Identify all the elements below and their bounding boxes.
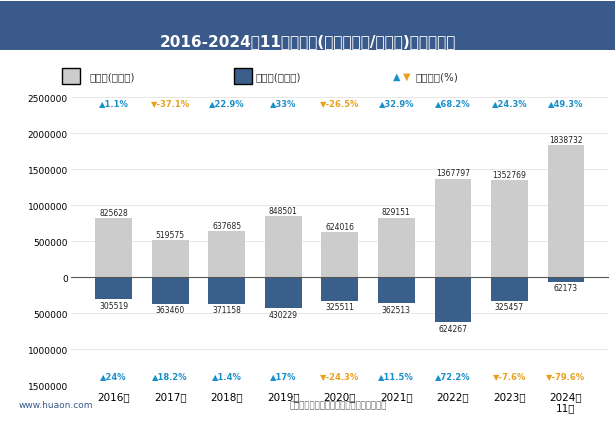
Bar bbox=[265, 217, 301, 278]
Bar bbox=[322, 278, 358, 301]
Text: 624016: 624016 bbox=[325, 222, 354, 232]
Text: ▲32.9%: ▲32.9% bbox=[379, 99, 414, 108]
Text: ▼-79.6%: ▼-79.6% bbox=[547, 371, 585, 380]
Text: 数据来源：中国海关，华经产业研究院整理: 数据来源：中国海关，华经产业研究院整理 bbox=[290, 400, 387, 409]
Bar bbox=[378, 218, 415, 278]
Text: 出口额(千美元): 出口额(千美元) bbox=[89, 72, 135, 82]
Text: 华经情报网: 华经情报网 bbox=[18, 9, 54, 21]
Text: ▼-26.5%: ▼-26.5% bbox=[320, 99, 360, 108]
Text: ▲24.3%: ▲24.3% bbox=[491, 99, 527, 108]
Text: 305519: 305519 bbox=[99, 301, 128, 310]
Text: ▲49.3%: ▲49.3% bbox=[548, 99, 584, 108]
Text: 371158: 371158 bbox=[212, 306, 241, 315]
Bar bbox=[265, 278, 301, 308]
Bar bbox=[378, 278, 415, 304]
Bar bbox=[322, 233, 358, 278]
Text: 848501: 848501 bbox=[269, 207, 298, 216]
Text: 62173: 62173 bbox=[554, 283, 578, 292]
FancyBboxPatch shape bbox=[62, 69, 80, 84]
Text: 同比增长(%): 同比增长(%) bbox=[415, 72, 458, 82]
Text: www.huaon.com: www.huaon.com bbox=[18, 400, 93, 409]
Text: 2016-2024年11月宝鸡市(境内目的地/货源地)进、出口额: 2016-2024年11月宝鸡市(境内目的地/货源地)进、出口额 bbox=[159, 34, 456, 49]
Text: ▲22.9%: ▲22.9% bbox=[209, 99, 245, 108]
Text: 363460: 363460 bbox=[156, 305, 184, 314]
Bar bbox=[491, 278, 528, 301]
Text: 325511: 325511 bbox=[325, 302, 354, 311]
Text: 637685: 637685 bbox=[212, 222, 241, 230]
Bar bbox=[435, 278, 471, 322]
Text: ▲: ▲ bbox=[393, 72, 400, 82]
Text: 829151: 829151 bbox=[382, 208, 411, 217]
FancyBboxPatch shape bbox=[234, 69, 252, 84]
Text: 专业严谨 ● 客观科学: 专业严谨 ● 客观科学 bbox=[430, 10, 496, 20]
Text: 430229: 430229 bbox=[269, 310, 298, 319]
Bar bbox=[152, 278, 189, 304]
Text: ▲24%: ▲24% bbox=[100, 371, 127, 380]
Text: ▼-24.3%: ▼-24.3% bbox=[320, 371, 359, 380]
Text: 519575: 519575 bbox=[156, 230, 184, 239]
Text: ▲68.2%: ▲68.2% bbox=[435, 99, 470, 108]
Bar bbox=[152, 240, 189, 278]
Text: ▲1.4%: ▲1.4% bbox=[212, 371, 242, 380]
Text: ▲1.1%: ▲1.1% bbox=[98, 99, 129, 108]
Bar bbox=[208, 278, 245, 305]
Text: ▼: ▼ bbox=[403, 72, 411, 82]
Bar bbox=[95, 278, 132, 299]
Text: ▼-37.1%: ▼-37.1% bbox=[151, 99, 189, 108]
Text: 1367797: 1367797 bbox=[436, 169, 470, 178]
Text: 825628: 825628 bbox=[99, 208, 128, 217]
Bar bbox=[547, 146, 584, 278]
Text: 1838732: 1838732 bbox=[549, 135, 583, 144]
Bar bbox=[491, 181, 528, 278]
Text: 1352769: 1352769 bbox=[493, 170, 526, 179]
Text: ▲33%: ▲33% bbox=[270, 99, 296, 108]
Bar bbox=[435, 179, 471, 278]
Text: 325457: 325457 bbox=[495, 302, 524, 311]
Bar bbox=[95, 219, 132, 278]
Text: ▲11.5%: ▲11.5% bbox=[378, 371, 415, 380]
Text: ▲72.2%: ▲72.2% bbox=[435, 371, 470, 380]
Text: ▲18.2%: ▲18.2% bbox=[153, 371, 188, 380]
Bar bbox=[208, 232, 245, 278]
Text: 进口额(千美元): 进口额(千美元) bbox=[255, 72, 301, 82]
Text: 624267: 624267 bbox=[438, 324, 467, 333]
Text: ▲17%: ▲17% bbox=[270, 371, 296, 380]
Bar bbox=[547, 278, 584, 282]
Text: ▼-7.6%: ▼-7.6% bbox=[493, 371, 526, 380]
Text: 362513: 362513 bbox=[382, 305, 411, 314]
